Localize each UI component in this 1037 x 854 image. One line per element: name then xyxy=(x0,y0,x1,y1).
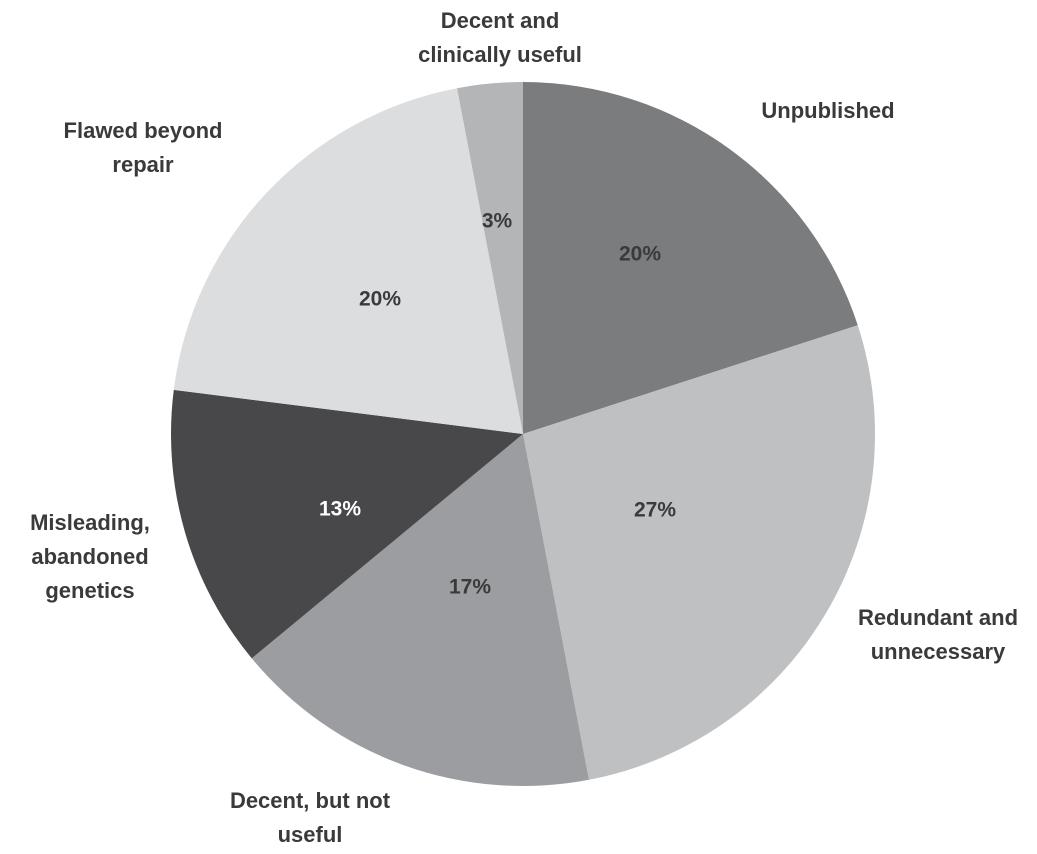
slice-category-label-line: unnecessary xyxy=(871,639,1006,664)
pie-slice xyxy=(523,325,875,780)
slice-category-label-line: abandoned xyxy=(31,544,148,569)
pie-slice xyxy=(173,88,523,434)
slice-value-label: 20% xyxy=(359,288,401,311)
slice-category-label: Unpublished xyxy=(761,98,894,123)
slice-category-label-line: Redundant and xyxy=(858,605,1018,630)
pie-slice xyxy=(523,82,858,434)
slice-category-label-line: Unpublished xyxy=(761,98,894,123)
category-labels: Unpublished Redundant and unnecessary Decen… xyxy=(30,8,1018,847)
slice-value-label: 20% xyxy=(619,243,661,266)
slice-category-label-line: clinically useful xyxy=(418,42,582,67)
pie-slice xyxy=(251,434,589,787)
slice-category-label: Redundant and unnecessary xyxy=(858,605,1018,664)
pie-slice xyxy=(457,82,523,434)
slice-category-label: Flawed beyond repair xyxy=(64,118,223,177)
percentage-labels: 20% 27% 17% 13% 20% 3% xyxy=(319,210,676,599)
slice-category-label: Decent, but not useful xyxy=(230,788,391,847)
slice-category-label-line: Decent, but not xyxy=(230,788,391,813)
slice-category-label-line: Misleading, xyxy=(30,510,150,535)
slice-category-label-line: useful xyxy=(278,822,343,847)
slice-category-label: Misleading, abandoned genetics xyxy=(30,510,150,603)
slice-value-label: 3% xyxy=(482,210,513,233)
slice-value-label: 27% xyxy=(634,499,676,522)
slice-category-label-line: Flawed beyond xyxy=(64,118,223,143)
slice-category-label-line: genetics xyxy=(45,578,134,603)
pie-slices xyxy=(171,82,875,787)
slice-value-label: 13% xyxy=(319,498,361,521)
slice-category-label-line: Decent and xyxy=(441,8,560,33)
slice-category-label: Decent and clinically useful xyxy=(418,8,582,67)
slice-category-label-line: repair xyxy=(112,152,174,177)
pie-slice xyxy=(171,389,523,659)
slice-value-label: 17% xyxy=(449,576,491,599)
